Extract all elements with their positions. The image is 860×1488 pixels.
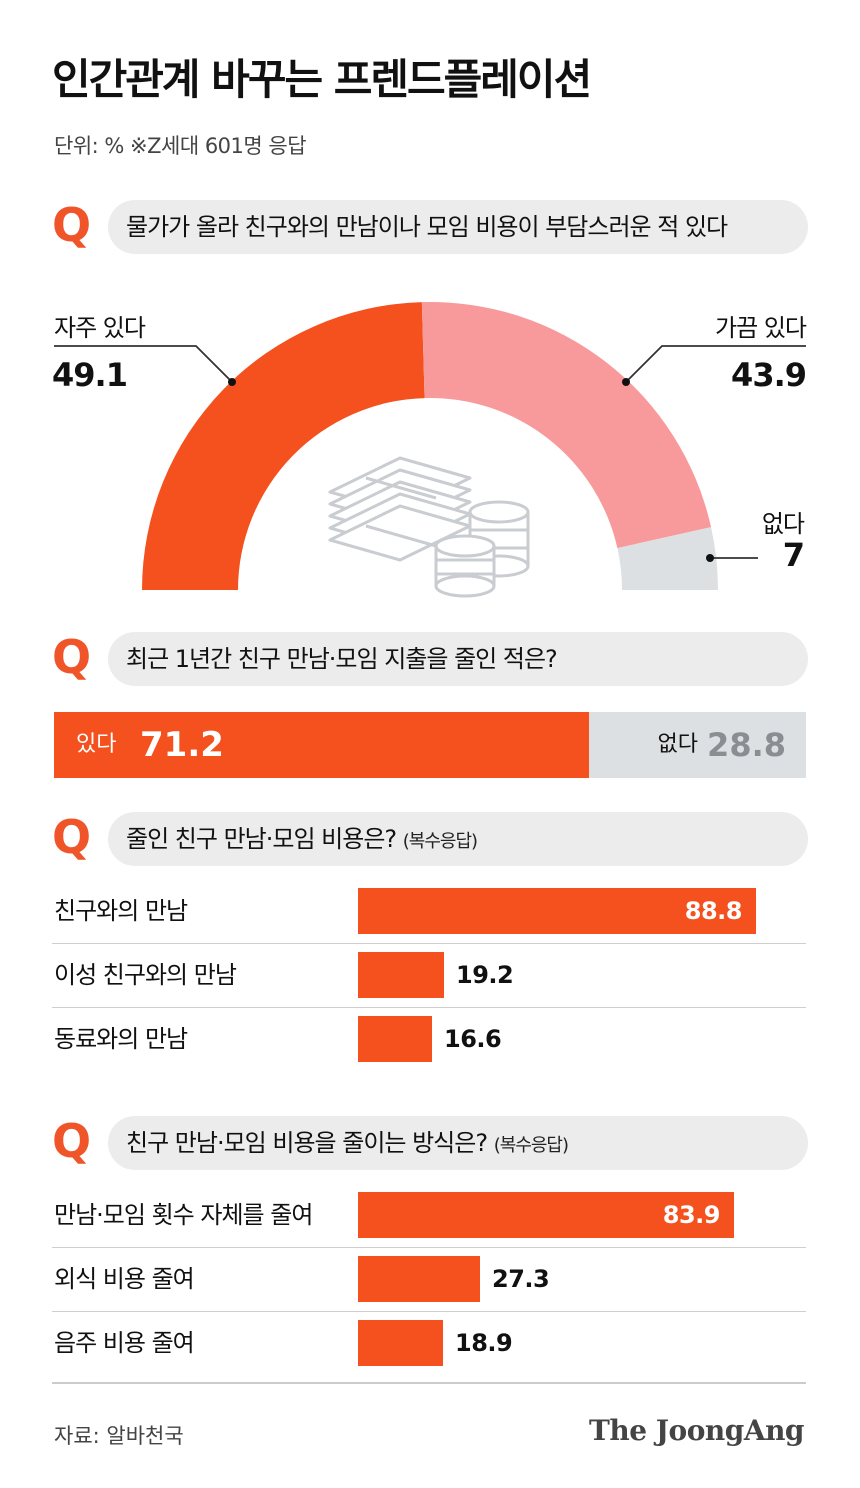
leader-line-sometimes xyxy=(625,345,806,383)
reduction-method-label: 외식 비용 줄여 xyxy=(54,1265,195,1293)
reduction-method-value: 83.9 xyxy=(662,1201,721,1229)
reduced-cost-bar xyxy=(358,952,444,998)
split-bar-no: 없다 28.8 xyxy=(589,712,806,778)
question-4-note: (복수응답) xyxy=(493,1135,569,1156)
reduced-cost-label: 친구와의 만남 xyxy=(54,897,188,925)
question-pill xyxy=(108,200,808,254)
label-often: 자주 있다 xyxy=(54,314,146,342)
label-never: 없다 xyxy=(761,510,805,538)
question-2-text: 최근 1년간 친구 만남·모임 지출을 줄인 적은? xyxy=(126,645,558,673)
unit-note: 단위: % ※Z세대 601명 응답 xyxy=(54,134,307,158)
question-4-text: 친구 만남·모임 비용을 줄이는 방식은? (복수응답) xyxy=(126,1116,569,1173)
split-no-value: 28.8 xyxy=(707,726,786,764)
footer-divider xyxy=(52,1382,806,1384)
reduced-cost-row: 이성 친구와의 만남 19.2 xyxy=(52,944,808,1006)
question-3: Q 줄인 친구 만남·모임 비용은? (복수응답) xyxy=(52,810,808,869)
reduction-method-label: 음주 비용 줄여 xyxy=(54,1329,195,1357)
leader-dot-never xyxy=(706,554,714,562)
donut-slice-never xyxy=(617,527,718,590)
split-no-label: 없다 xyxy=(657,732,698,757)
reduction-method-label: 만남·모임 횟수 자체를 줄여 xyxy=(54,1201,313,1229)
question-pill xyxy=(108,1116,808,1170)
reduced-cost-label: 동료와의 만남 xyxy=(54,1025,188,1053)
reduction-method-value: 27.3 xyxy=(492,1265,550,1293)
row-divider xyxy=(52,943,806,944)
donut-slice-often xyxy=(142,302,425,590)
leader-dot-sometimes xyxy=(622,378,630,386)
leader-dot-often xyxy=(228,378,236,386)
reduction-method-value: 18.9 xyxy=(455,1329,513,1357)
value-often: 49.1 xyxy=(52,356,128,394)
reduction-method-bar xyxy=(358,1256,480,1302)
row-divider xyxy=(52,1311,806,1312)
reduction-method-bar xyxy=(358,1192,734,1238)
question-4-main: 친구 만남·모임 비용을 줄이는 방식은? xyxy=(126,1129,488,1157)
donut-chart xyxy=(54,302,806,598)
row-divider xyxy=(52,1247,806,1248)
reduction-method-row: 외식 비용 줄여 27.3 xyxy=(52,1248,808,1310)
row-divider xyxy=(52,1007,806,1008)
label-sometimes: 가끔 있다 xyxy=(715,314,807,342)
question-1: Q 물가가 올라 친구와의 만남이나 모임 비용이 부담스러운 적 있다 xyxy=(52,198,808,254)
brand-logo: The JoongAng xyxy=(589,1414,804,1447)
split-yes-label: 있다 xyxy=(76,732,117,757)
reduction-method-row: 만남·모임 횟수 자체를 줄여 83.9 xyxy=(52,1184,808,1246)
split-bar: 있다 71.2 없다 28.8 xyxy=(54,712,806,778)
q-mark: Q xyxy=(52,198,92,252)
question-4: Q 친구 만남·모임 비용을 줄이는 방식은? (복수응답) xyxy=(52,1114,808,1173)
chart-title: 인간관계 바꾸는 프렌드플레이션 xyxy=(52,55,592,104)
question-3-main: 줄인 친구 만남·모임 비용은? xyxy=(126,825,397,853)
value-sometimes: 43.9 xyxy=(731,356,807,394)
split-yes-value: 71.2 xyxy=(140,725,224,765)
question-1-text: 물가가 올라 친구와의 만남이나 모임 비용이 부담스러운 적 있다 xyxy=(126,213,728,241)
question-2: Q 최근 1년간 친구 만남·모임 지출을 줄인 적은? xyxy=(52,630,808,686)
question-3-note: (복수응답) xyxy=(402,831,478,852)
q-mark: Q xyxy=(52,1114,92,1168)
question-3-text: 줄인 친구 만남·모임 비용은? (복수응답) xyxy=(126,812,478,869)
reduced-cost-value: 16.6 xyxy=(444,1025,502,1053)
q-mark: Q xyxy=(52,630,92,684)
reduced-cost-bar xyxy=(358,1016,432,1062)
reduction-method-row: 음주 비용 줄여 18.9 xyxy=(52,1312,808,1374)
question-pill xyxy=(108,632,808,686)
reduced-cost-bar xyxy=(358,888,756,934)
reduced-cost-label: 이성 친구와의 만남 xyxy=(54,961,237,989)
reduced-cost-value: 19.2 xyxy=(456,961,514,989)
leader-line-often xyxy=(54,345,233,383)
question-pill xyxy=(108,812,808,866)
reduced-cost-value: 88.8 xyxy=(684,897,743,925)
value-never: 7 xyxy=(782,536,805,574)
reduction-method-bar xyxy=(358,1320,443,1366)
reduced-cost-row: 동료와의 만남 16.6 xyxy=(52,1008,808,1070)
split-bar-yes: 있다 71.2 xyxy=(54,712,589,778)
source-note: 자료: 알바천국 xyxy=(54,1424,184,1448)
reduced-cost-row: 친구와의 만남 88.8 xyxy=(52,880,808,942)
donut-slices xyxy=(142,302,718,590)
money-stack-and-coins-icon xyxy=(328,456,530,598)
donut-slice-sometimes xyxy=(421,302,712,549)
q-mark: Q xyxy=(52,810,92,864)
